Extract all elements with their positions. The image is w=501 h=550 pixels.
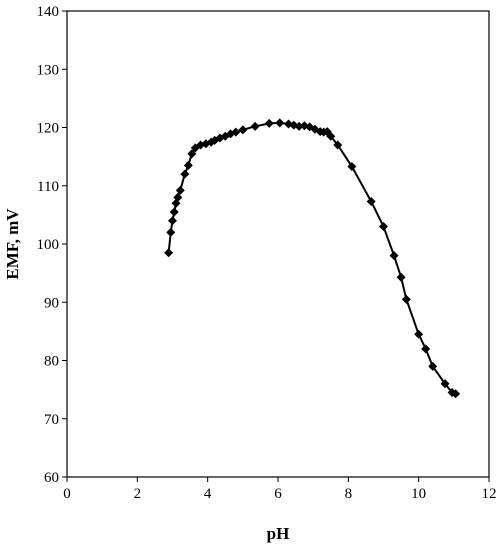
data-point	[389, 251, 399, 261]
x-tick-label: 10	[411, 486, 426, 502]
data-point	[401, 294, 411, 304]
data-point	[187, 149, 197, 159]
y-tick-label: 130	[37, 62, 60, 78]
data-point	[326, 131, 336, 141]
y-tick-label: 90	[44, 295, 59, 311]
data-point	[231, 127, 241, 137]
data-point	[396, 272, 406, 282]
data-point	[428, 361, 438, 371]
plot-area: 60 70 80 90 100 110 120 130 140 0 2 4 6 8 10 12	[37, 4, 497, 502]
data-point	[366, 196, 376, 206]
data-point	[180, 169, 190, 179]
y-tick-label: 120	[37, 121, 60, 137]
y-tick-label: 60	[44, 470, 59, 486]
data-point	[275, 118, 285, 128]
y-axis-title: EMF, mV	[3, 208, 22, 280]
series-line	[167, 121, 456, 395]
data-point	[451, 389, 461, 399]
y-tick-label: 140	[37, 4, 60, 20]
data-point	[250, 121, 260, 131]
data-point	[173, 192, 183, 202]
x-tick-label: 6	[274, 486, 282, 502]
data-point	[175, 185, 185, 195]
data-point	[379, 222, 388, 232]
data-point	[166, 227, 176, 237]
x-axis-title: pH	[267, 524, 290, 543]
data-point	[347, 162, 357, 172]
y-tick-label: 100	[37, 237, 60, 253]
data-point	[169, 207, 179, 217]
data-point	[284, 119, 294, 129]
x-tick-label: 0	[63, 486, 71, 502]
data-point	[264, 118, 274, 128]
y-tick-label: 70	[44, 412, 59, 428]
data-point	[414, 329, 424, 339]
data-point	[294, 121, 304, 131]
data-point	[164, 248, 174, 258]
data-point	[183, 160, 193, 170]
data-point	[168, 216, 177, 226]
x-tick-label: 12	[482, 486, 497, 502]
x-tick-label: 4	[204, 486, 212, 502]
x-tick-label: 8	[345, 486, 353, 502]
data-point	[421, 344, 431, 354]
data-point	[238, 125, 248, 135]
x-tick-label: 2	[134, 486, 142, 502]
plot-frame	[66, 10, 490, 478]
y-tick-label: 80	[44, 354, 59, 370]
data-point	[440, 379, 450, 389]
data-point	[333, 140, 343, 150]
y-tick-label: 110	[37, 179, 59, 195]
